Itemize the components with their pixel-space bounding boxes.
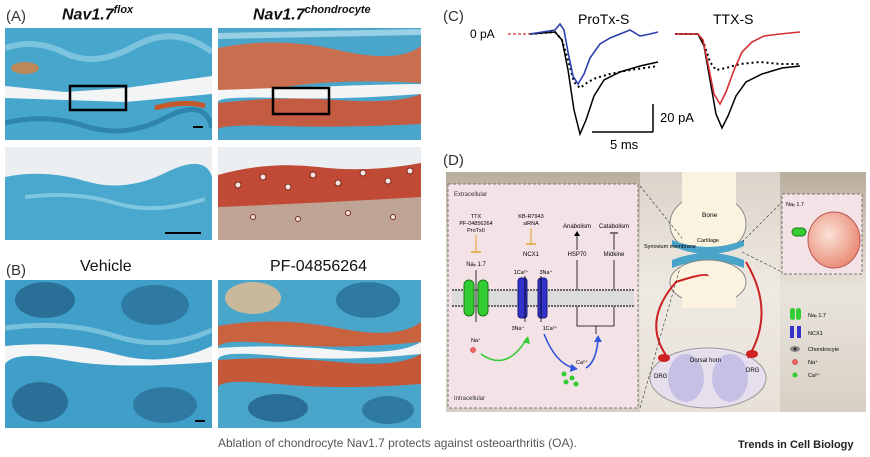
midkine-label: Midkine [604, 252, 625, 258]
mechanism-diagram: Extracellular Intracellular TTX PF-04856… [446, 172, 866, 412]
micrograph-vehicle [5, 280, 212, 428]
scale-x-label: 5 ms [610, 137, 639, 150]
figure-caption: Ablation of chondrocyte Nav1.7 protects … [218, 436, 577, 450]
legend-nav: Naᵥ 1.7 [808, 313, 826, 319]
bone-label: Bone [702, 212, 718, 219]
panel-a-title-right: Nav1.7chondrocyte [253, 4, 371, 24]
current-traces: 0 pA ProTx-S TTX-S 20 pA 5 ms [470, 0, 870, 152]
ttx-sensitive-trace [675, 31, 801, 106]
cartilage-label: Cartilage [697, 238, 719, 244]
legend-ncx: NCX1 [808, 331, 823, 337]
micrograph-flox-overview [5, 28, 212, 140]
ion-ca-cyto: Ca²⁺ [576, 359, 588, 366]
micrograph-pf04856264 [218, 280, 421, 428]
catabolism-label: Catabolism [599, 224, 629, 230]
micrograph-chondrocyte-overview [218, 28, 421, 140]
panel-b-label: (B) [6, 262, 26, 279]
synovium-label: Synovium membrane [644, 244, 696, 250]
hsp70-label: HSP70 [567, 252, 587, 258]
protx-control-trace [529, 31, 659, 137]
ion-na-in: Na⁺ [471, 337, 481, 344]
inset-nav-label: Naᵥ 1.7 [786, 202, 804, 208]
micrograph-flox-zoom [5, 147, 212, 240]
drg-right-label: DRG [746, 368, 760, 374]
inhibitor-sirna: siRNA [523, 221, 539, 227]
panel-b-title-right: PF-04856264 [270, 258, 367, 275]
anabolism-label: Anabolism [563, 224, 591, 230]
inhibitor-protxii: ProTxII [467, 228, 485, 234]
zero-pa-label: 0 pA [470, 27, 495, 41]
ttx-title: TTX-S [713, 11, 753, 27]
extracellular-label: Extracellular [454, 192, 487, 198]
ttx-control-trace [675, 33, 801, 130]
journal-name: Trends in Cell Biology [738, 439, 854, 451]
protx-sensitive-trace [529, 22, 659, 86]
intracellular-label: Intracellular [454, 396, 485, 402]
panel-a-title-left: Nav1.7flox [62, 4, 134, 24]
protx-residual-trace [529, 30, 659, 90]
ncx1-label: NCX1 [523, 252, 540, 258]
legend-na: Na⁺ [808, 359, 818, 366]
inhibitor-pf: PF-04856264 [459, 221, 492, 227]
nav-channel-shape [463, 270, 489, 322]
dorsal-horn-label: Dorsal horn [690, 358, 721, 364]
legend: Naᵥ 1.7 NCX1 Chondrocyte Na⁺ Ca²⁺ [790, 308, 839, 379]
panel-c-label: (C) [443, 8, 464, 25]
panel-b-title-left: Vehicle [80, 258, 132, 275]
panel-a-label: (A) [6, 8, 26, 25]
nav17-label: Naᵥ 1.7 [466, 262, 486, 268]
ion-ca-in: 1Ca²⁺ [543, 325, 558, 332]
inhibitor-kb: KB-R7943 [518, 214, 543, 220]
ion-na-out: 3Na⁺ [540, 269, 553, 276]
micrograph-chondrocyte-zoom [218, 147, 421, 240]
protx-title: ProTx-S [578, 11, 629, 27]
ion-ca-out: 1Ca²⁺ [514, 269, 529, 276]
legend-ca: Ca²⁺ [808, 372, 820, 379]
legend-chondrocyte: Chondrocyte [808, 347, 839, 353]
inhibitor-ttx: TTX [471, 214, 482, 220]
panel-d-label: (D) [443, 152, 464, 169]
ion-3na-in: 3Na⁺ [512, 325, 525, 332]
ttx-residual-trace [675, 33, 800, 72]
scale-y-label: 20 pA [660, 110, 694, 125]
ncx-channel-shape [517, 276, 548, 322]
drg-left-label: DRG [654, 374, 668, 380]
